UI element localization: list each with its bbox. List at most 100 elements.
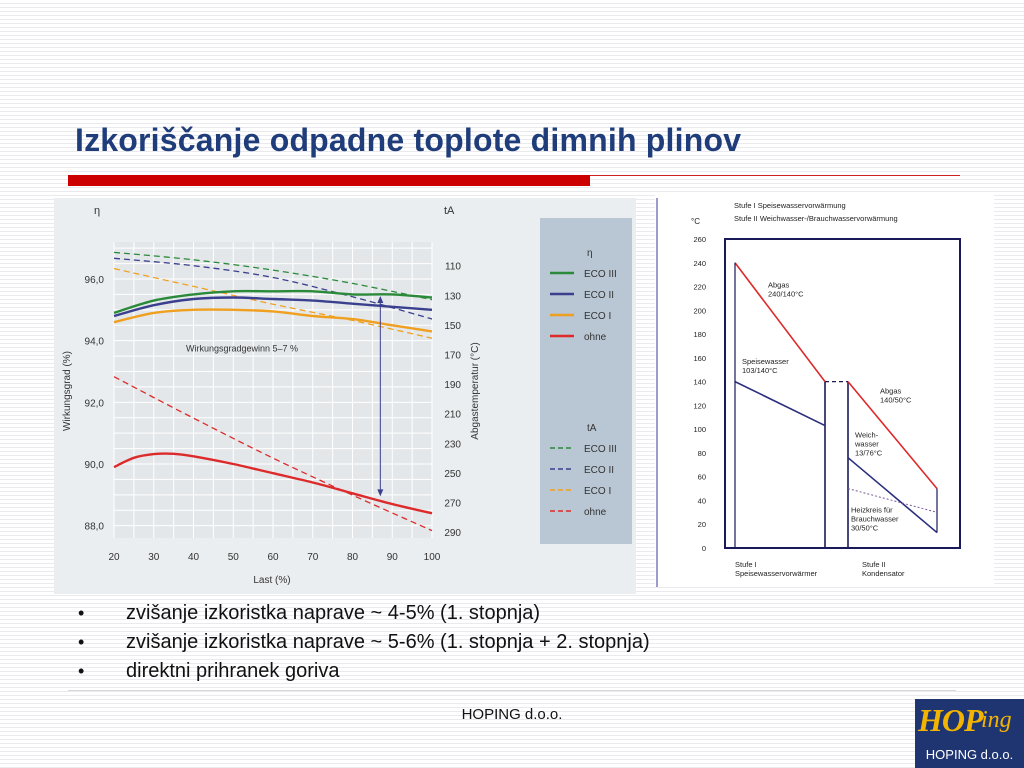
y2-tick-label: 110 (445, 262, 461, 273)
series-eta-line (113, 452, 433, 515)
annotation-text: wasser (854, 439, 879, 448)
bullet-list: • zvišanje izkoristka naprave ~ 4-5% (1. … (78, 600, 650, 687)
y2-tick-label: 210 (444, 410, 461, 421)
stage-label: Stufe I (735, 560, 757, 569)
x-tick-label: 70 (307, 552, 319, 563)
annotation-text: Abgas (880, 387, 902, 396)
y-tick-label: 220 (693, 283, 706, 292)
legend-label: ECO III (584, 444, 617, 455)
x-tick-label: 20 (108, 552, 120, 563)
x-tick-label: 30 (148, 552, 160, 563)
annotation-text: 140/50°C (880, 396, 912, 405)
legend-label: ohne (584, 332, 607, 343)
logo-subtitle: HOPING d.o.o. (925, 747, 1014, 762)
y-tick-label: 140 (693, 378, 706, 387)
legend-eta-title: η (587, 248, 593, 259)
plot-frame (724, 238, 961, 549)
footer-company: HOPING d.o.o. (461, 706, 563, 723)
y2-tick-label: 230 (444, 439, 461, 450)
y-tick-label: 200 (693, 306, 706, 315)
y-tick-label: 20 (698, 520, 706, 529)
x-tick-label: 80 (347, 552, 359, 563)
y-tick-label: 120 (693, 401, 706, 410)
y2-tick-label: 290 (444, 528, 461, 539)
temperature-stage-chart: Stufe I Speisewasservorwärmung Stufe II W… (655, 195, 994, 587)
bullet-text: direktni prihranek goriva (126, 660, 340, 682)
series-ta-line (113, 251, 433, 301)
y-tick-label: 60 (698, 473, 706, 482)
y-tick-label: 94,0 (85, 337, 105, 348)
temperature-line (734, 380, 826, 427)
x-tick-label: 40 (188, 552, 200, 563)
stage-label: Kondensator (862, 569, 905, 578)
bullet-marker: • (78, 632, 85, 652)
legend-label: ECO II (584, 290, 614, 301)
y2-tick-label: 150 (444, 321, 461, 332)
bullet-item: • zvišanje izkoristka naprave ~ 4-5% (1. … (78, 600, 650, 629)
y2-tick-label: 130 (444, 291, 461, 302)
y2-axis-label: Abgastemperatur (°C) (470, 342, 481, 439)
x-axis-label: Last (%) (253, 575, 290, 586)
title-accent-bar (68, 175, 590, 186)
y-tick-label: 240 (693, 259, 706, 268)
annotation-text: Weich- (855, 430, 879, 439)
y-tick-label: 260 (693, 235, 706, 244)
bullet-item: • direktni prihranek goriva (78, 658, 650, 687)
y-tick-label: 80 (698, 449, 706, 458)
bullet-text: zvišanje izkoristka naprave ~ 4-5% (1. s… (126, 602, 541, 624)
annotation-text: 13/76°C (855, 448, 883, 457)
y-tick-label: 180 (693, 330, 706, 339)
series-eta-line (113, 289, 433, 315)
annotation-text: 103/140°C (742, 366, 778, 375)
legend-label: ECO II (584, 465, 614, 476)
bullet-marker: • (78, 603, 85, 623)
temperature-line (734, 262, 826, 383)
logo-main-text: HOP (918, 702, 984, 738)
bullet-item: • zvišanje izkoristka naprave ~ 5-6% (1. … (78, 629, 650, 658)
temperature-line (847, 488, 938, 513)
y2-tick-label: 170 (444, 350, 461, 361)
gain-arrow-head (377, 489, 384, 497)
legend-label: ohne (584, 507, 607, 518)
annotation-text: Brauchwasser (851, 514, 899, 523)
slide-title: Izkoriščanje odpadne toplote dimnih plin… (75, 122, 742, 158)
y-unit-label: °C (691, 217, 700, 226)
title-line: Stufe I Speisewasservorwärmung (734, 201, 846, 210)
temperature-line (847, 381, 938, 490)
efficiency-chart: 88,0 90,0 92,0 94,0 96,0 20 30 40 50 60 70 80 90 100 1… (54, 198, 636, 594)
series-ta-line (113, 376, 433, 532)
legend-label: ECO III (584, 269, 617, 280)
bullet-text: zvišanje izkoristka naprave ~ 5-6% (1. s… (126, 631, 650, 653)
x-tick-label: 50 (228, 552, 240, 563)
y2-axis-symbol: tA (444, 205, 455, 217)
y2-tick-label: 250 (444, 469, 461, 480)
stage-label: Stufe II (862, 560, 886, 569)
annotation-text: Speisewasser (742, 357, 789, 366)
y-tick-label: 160 (693, 354, 706, 363)
stage-label: Speisewasservorwärmer (735, 569, 818, 578)
company-logo: HOP ing HOPING d.o.o. (915, 699, 1024, 768)
x-tick-label: 90 (387, 552, 399, 563)
annotation-text: Heizkreis für (851, 505, 893, 514)
legend-label: ECO I (584, 311, 611, 322)
gain-annotation: Wirkungsgradgewinn 5–7 % (186, 343, 298, 353)
y-axis-symbol: η (94, 205, 100, 217)
logo-suffix-text: ing (981, 707, 1012, 733)
y-tick-label: 96,0 (85, 275, 105, 286)
y2-tick-label: 190 (444, 380, 461, 391)
bullet-marker: • (78, 661, 85, 681)
gain-arrow-head (377, 295, 384, 303)
x-tick-label: 100 (424, 552, 441, 563)
y-tick-label: 88,0 (85, 522, 105, 533)
annotation-text: Abgas (768, 281, 790, 290)
annotation-text: 30/50°C (851, 523, 879, 532)
y2-tick-label: 270 (444, 498, 461, 509)
temperature-line (847, 457, 938, 534)
title-line: Stufe II Weichwasser-/Brauchwasservorwär… (734, 214, 898, 223)
y-tick-label: 100 (693, 425, 706, 434)
y-tick-label: 0 (702, 544, 706, 553)
y-tick-label: 40 (698, 496, 706, 505)
annotation-text: 240/140°C (768, 290, 804, 299)
series-ta-line (113, 267, 433, 339)
y-axis-label: Wirkungsgrad (%) (62, 351, 73, 431)
